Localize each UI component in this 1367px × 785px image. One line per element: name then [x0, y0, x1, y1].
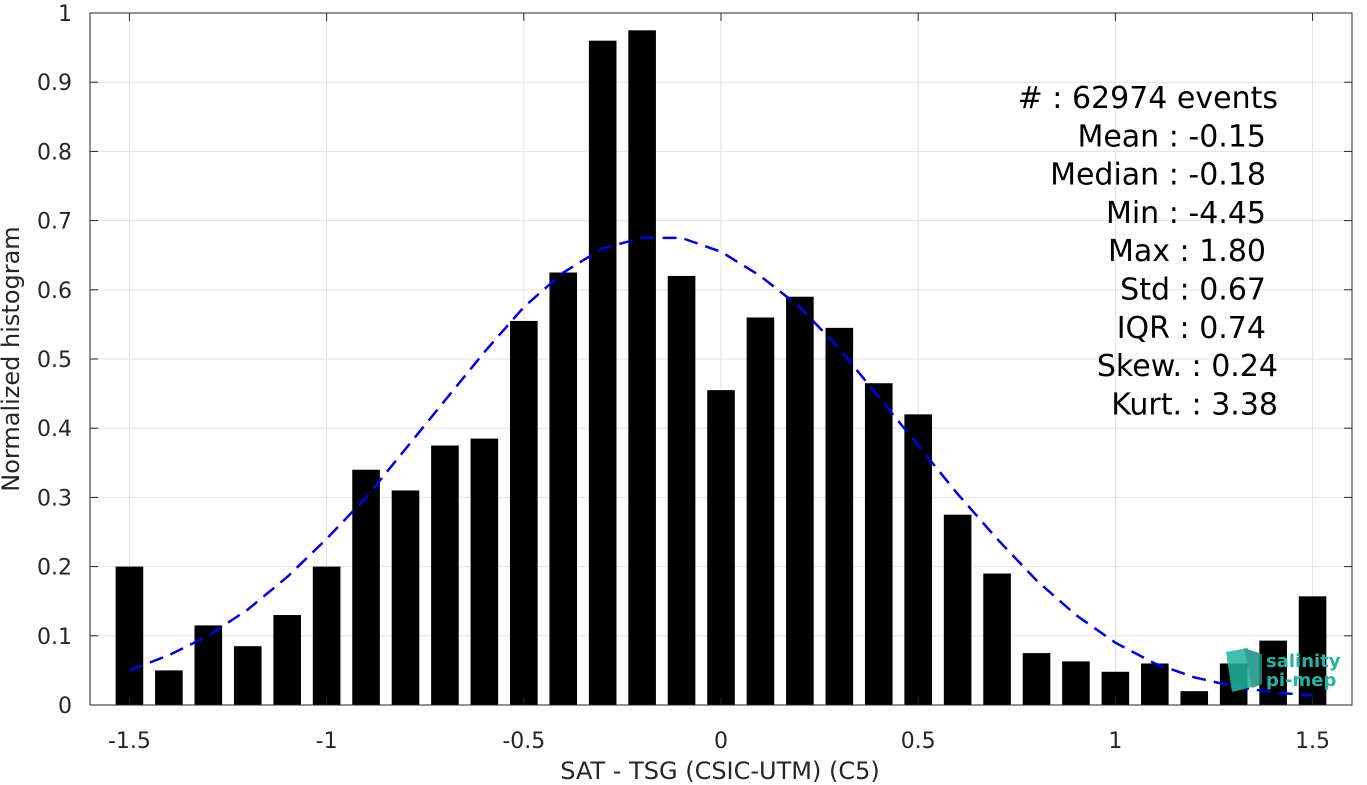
bar: [707, 390, 735, 705]
bar: [115, 566, 144, 705]
y-tick-label: 0.2: [37, 556, 72, 581]
stat-line: Max : 1.80: [1108, 234, 1266, 269]
bar: [864, 383, 893, 705]
y-tick-label: 0.1: [37, 625, 72, 650]
bar: [431, 445, 459, 705]
stat-line: IQR : 0.74: [1117, 311, 1266, 346]
y-tick-label: 0.6: [37, 279, 72, 304]
x-ticks: -1.5 -1 -0.5 0 0.5 1 1.5: [108, 13, 1330, 754]
stat-line: Skew. : 0.24: [1097, 349, 1278, 384]
bar: [943, 514, 972, 705]
salinity-pimep-logo: salinity pi-mep: [1226, 648, 1341, 692]
y-tick-label: 0.5: [37, 348, 72, 373]
logo-mark-icon: [1226, 648, 1262, 692]
x-tick-label: -1.5: [108, 729, 151, 754]
bar: [1022, 653, 1051, 705]
stat-line: Median : -0.18: [1050, 158, 1266, 193]
x-tick-label: 1.5: [1295, 729, 1330, 754]
y-tick-label: 0.7: [37, 210, 72, 235]
bar: [233, 646, 262, 705]
bar: [470, 438, 499, 705]
bar: [194, 625, 223, 705]
bar: [1180, 691, 1209, 705]
x-tick-label: 0: [714, 729, 728, 754]
bar: [510, 320, 538, 705]
y-axis-label: Normalized histogram: [0, 226, 25, 491]
y-tick-label: 0.8: [37, 140, 72, 165]
bar: [825, 327, 854, 705]
stat-line: Mean : -0.15: [1077, 119, 1266, 154]
y-tick-label: 0.4: [37, 417, 72, 442]
y-tick-label: 1: [58, 2, 72, 27]
x-axis-label: SAT - TSG (CSIC-UTM) (C5): [560, 757, 879, 785]
bar: [746, 317, 775, 705]
x-tick-label: 0.5: [901, 729, 936, 754]
y-tick-label: 0: [58, 694, 72, 719]
bar: [786, 296, 814, 705]
x-tick-label: -0.5: [502, 729, 545, 754]
bar: [667, 275, 696, 705]
fit-curve-line: [128, 236, 1313, 697]
y-ticks: 0 0.1 0.2 0.3 0.4 0.5 0.6 0.7 0.8 0.9 1: [37, 2, 1352, 719]
logo-line-2: pi-mep: [1266, 670, 1336, 691]
logo-line-1: salinity: [1266, 651, 1341, 672]
bars: [115, 30, 1327, 706]
bar: [273, 615, 301, 705]
y-tick-label: 0.3: [37, 486, 72, 511]
bar: [1141, 663, 1169, 705]
bar: [312, 566, 341, 705]
stat-line: Kurt. : 3.38: [1111, 387, 1278, 422]
bar: [549, 272, 578, 705]
x-tick-label: 1: [1108, 729, 1122, 754]
x-tick-label: -1: [316, 729, 338, 754]
bar: [352, 469, 380, 705]
stat-line: Std : 0.67: [1120, 273, 1266, 308]
bar: [588, 40, 617, 706]
stat-line: # : 62974 events: [1018, 81, 1278, 116]
bar: [904, 414, 932, 705]
bar: [628, 30, 656, 706]
y-tick-label: 0.9: [37, 71, 72, 96]
bar: [1062, 661, 1090, 705]
bar: [155, 670, 183, 705]
bar: [983, 573, 1011, 705]
stat-line: Min : -4.45: [1106, 196, 1266, 231]
bar: [1298, 596, 1327, 705]
bar: [391, 490, 420, 705]
